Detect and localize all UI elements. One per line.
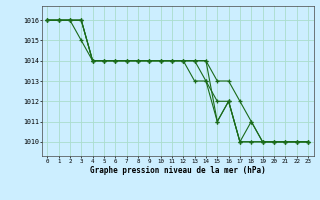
X-axis label: Graphe pression niveau de la mer (hPa): Graphe pression niveau de la mer (hPa) [90,166,266,175]
